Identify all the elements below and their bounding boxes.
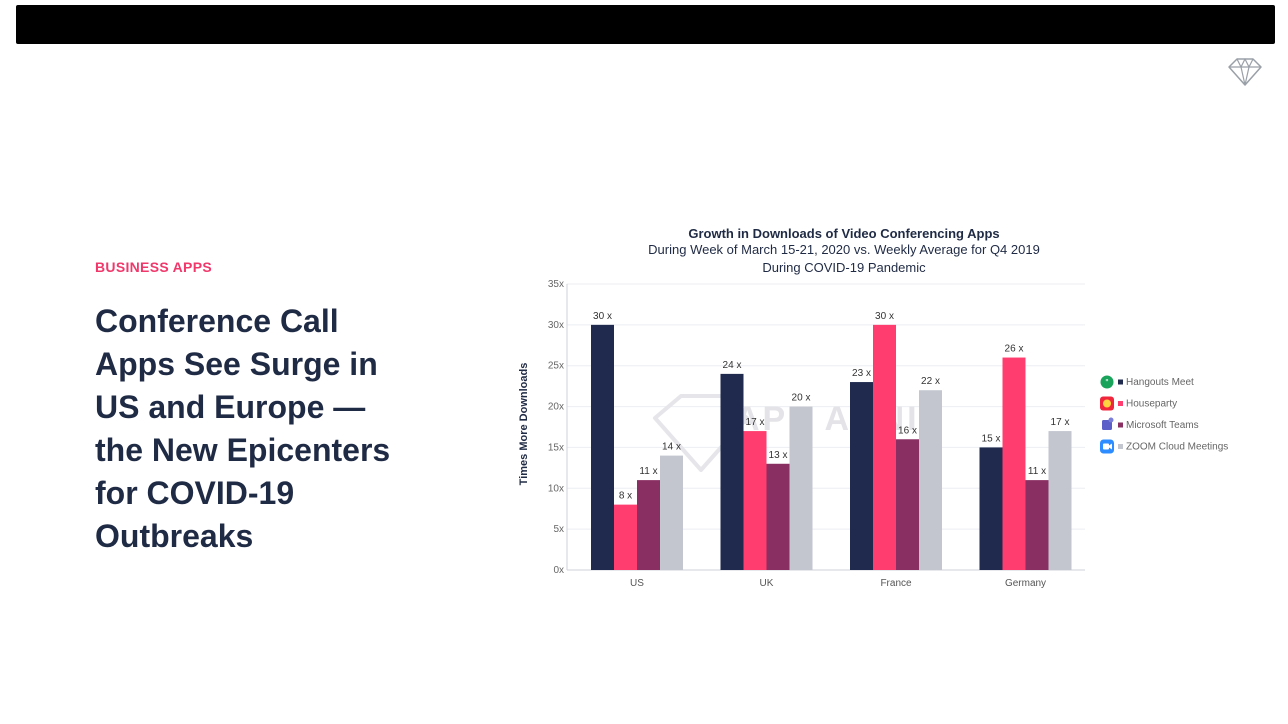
data-label: 8 x bbox=[619, 491, 632, 502]
bar bbox=[850, 382, 873, 570]
legend-label: Microsoft Teams bbox=[1126, 420, 1199, 431]
bar bbox=[637, 480, 660, 570]
x-category-label: France bbox=[880, 578, 912, 589]
bar bbox=[591, 324, 614, 570]
x-category-label: UK bbox=[760, 578, 774, 589]
zoom-icon bbox=[1100, 439, 1114, 454]
bar-chart: Growth in Downloads of Video Conferencin… bbox=[518, 226, 1228, 589]
data-label: 30 x bbox=[593, 311, 612, 322]
bar bbox=[789, 406, 813, 570]
data-label: 17 x bbox=[1051, 417, 1070, 428]
bar bbox=[1002, 357, 1026, 570]
bar bbox=[660, 455, 683, 570]
data-label: 23 x bbox=[852, 368, 871, 379]
y-tick-label: 20x bbox=[548, 402, 564, 413]
data-label: 15 x bbox=[982, 433, 1001, 444]
data-label: 22 x bbox=[921, 376, 940, 387]
y-tick-label: 30x bbox=[548, 320, 564, 331]
legend-label: Hangouts Meet bbox=[1126, 377, 1194, 388]
chart-subtitle-line1: During Week of March 15-21, 2020 vs. Wee… bbox=[648, 242, 1040, 257]
legend-label: Houseparty bbox=[1126, 399, 1177, 410]
houseparty-icon bbox=[1100, 396, 1114, 411]
data-label: 16 x bbox=[898, 425, 917, 436]
chart-subtitle-line2: During COVID-19 Pandemic bbox=[762, 260, 926, 275]
watermark-text: APP ANNIE bbox=[735, 400, 945, 438]
y-tick-label: 10x bbox=[548, 483, 564, 494]
watermark: APP ANNIE bbox=[653, 394, 945, 472]
bar bbox=[766, 463, 790, 570]
data-label: 14 x bbox=[662, 442, 681, 453]
data-label: 11 x bbox=[639, 466, 657, 477]
bar bbox=[1048, 431, 1072, 570]
y-tick-label: 35x bbox=[548, 279, 564, 290]
legend-swatch bbox=[1118, 379, 1123, 385]
bar bbox=[614, 504, 637, 570]
data-label: 26 x bbox=[1005, 344, 1024, 355]
category-label: BUSINESS APPS bbox=[95, 259, 212, 275]
hangouts-icon: " bbox=[1100, 375, 1114, 389]
bar bbox=[743, 431, 767, 570]
slide-headline: Conference Call Apps See Surge in US and… bbox=[95, 303, 391, 554]
data-label: 30 x bbox=[875, 311, 894, 322]
legend-swatch bbox=[1118, 401, 1123, 406]
svg-text:": " bbox=[1105, 378, 1109, 387]
y-tick-label: 0x bbox=[553, 565, 564, 576]
data-label: 11 x bbox=[1028, 466, 1046, 477]
x-category-label: Germany bbox=[1005, 578, 1046, 589]
y-tick-label: 15x bbox=[548, 442, 564, 453]
teams-icon bbox=[1102, 417, 1114, 430]
data-label: 24 x bbox=[723, 360, 742, 371]
data-label: 20 x bbox=[792, 393, 811, 404]
diamond-logo-icon bbox=[1228, 58, 1262, 86]
data-label: 17 x bbox=[746, 417, 765, 428]
x-category-label: US bbox=[630, 578, 644, 589]
bar bbox=[979, 447, 1003, 570]
legend-swatch bbox=[1118, 444, 1123, 449]
bar bbox=[896, 439, 919, 570]
bar bbox=[873, 324, 896, 570]
y-axis-label: Times More Downloads bbox=[518, 363, 530, 486]
data-label: 13 x bbox=[769, 450, 788, 461]
legend-label: ZOOM Cloud Meetings bbox=[1126, 442, 1228, 453]
bars-group: 30 x 8 x 11 x 14 x US 24 x 17 x 13 x 20 x UK 23 x 3… bbox=[591, 311, 1072, 589]
y-tick-label: 5x bbox=[553, 524, 564, 535]
bar bbox=[720, 373, 744, 570]
y-tick-label: 25x bbox=[548, 361, 564, 372]
bar bbox=[1025, 480, 1049, 570]
chart-title: Growth in Downloads of Video Conferencin… bbox=[688, 226, 999, 241]
legend-swatch bbox=[1118, 422, 1123, 428]
bar bbox=[919, 390, 942, 570]
legend: " Hangouts Meet Houseparty Microsoft Teams Z… bbox=[1100, 375, 1228, 454]
top-bar bbox=[16, 5, 1275, 44]
